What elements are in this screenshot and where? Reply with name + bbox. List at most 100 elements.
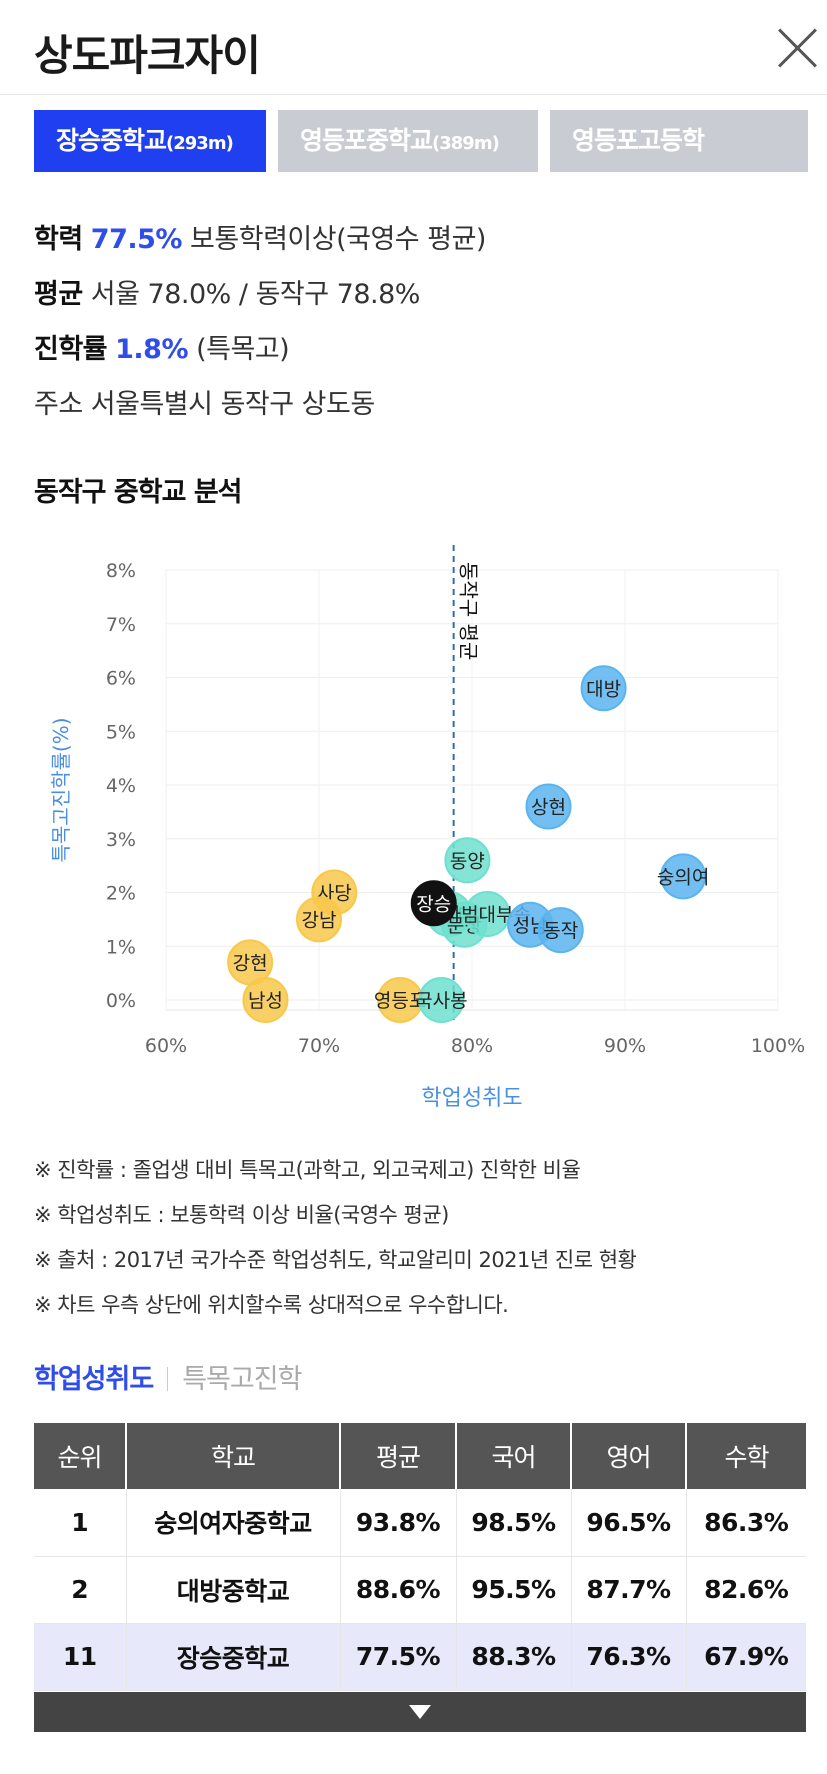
tab-school-2[interactable]: 영등포중학교(389m) <box>278 110 538 172</box>
col-korean: 국어 <box>456 1423 572 1489</box>
tab-school-name: 영등포중학교 <box>300 126 433 155</box>
header: 상도파크자이 <box>0 0 827 95</box>
data-point-label: 상현 <box>531 797 566 819</box>
col-school: 학교 <box>126 1423 341 1489</box>
cell-math: 82.6% <box>686 1556 806 1624</box>
table-row: 2 대방중학교 88.6% 95.5% 87.7% 82.6% <box>34 1556 806 1624</box>
advance-label: 진학률 <box>34 334 108 365</box>
tab-school-distance: (389m) <box>432 133 500 154</box>
y-tick-label: 1% <box>106 936 136 958</box>
table-row: 1 숭의여자중학교 93.8% 98.5% 96.5% 86.3% <box>34 1489 806 1557</box>
note-item: ※ 출처 : 2017년 국가수준 학업성취도, 학교알리미 2021년 진로 … <box>34 1248 637 1272</box>
col-average: 평균 <box>340 1423 457 1489</box>
cell-average: 93.8% <box>340 1489 457 1557</box>
school-tabs: 장승중학교(293m) 영등포중학교(389m) 영등포고등학 <box>34 110 808 172</box>
data-point-label: 숭의여 <box>657 866 709 888</box>
data-point-label: 영등포 <box>374 990 426 1012</box>
tab-school-name: 영등포고등학 <box>572 126 705 155</box>
ranking-table: 순위 학교 평균 국어 영어 수학 1 숭의여자중학교 93.8% 98.5% … <box>34 1423 806 1691</box>
expand-down-icon[interactable] <box>34 1692 806 1732</box>
data-point-label: 남성 <box>248 990 283 1012</box>
tab-divider <box>167 1367 169 1391</box>
x-tick-label: 60% <box>145 1035 187 1057</box>
advance-value: 1.8% <box>115 334 189 365</box>
address-label: 주소 <box>34 389 83 420</box>
data-point <box>537 907 584 954</box>
note-item: ※ 학업성취도 : 보통학력 이상 비율(국영수 평균) <box>34 1203 449 1227</box>
col-english: 영어 <box>571 1423 687 1489</box>
chart-svg: 0% 1% 2% 3% 4% 5% 6% 7% 8% 60% 70% 80% 90% 100% 학업성취도 특… <box>49 545 805 1111</box>
data-point-label: 강남 <box>302 909 337 931</box>
cell-school: 대방중학교 <box>126 1556 341 1624</box>
x-tick-label: 100% <box>751 1035 805 1057</box>
average-info: 평균 서울 78.0% / 동작구 78.8% <box>34 272 420 311</box>
note-item: ※ 진학률 : 졸업생 대비 특목고(과학고, 외고국제고) 진학한 비율 <box>34 1158 581 1182</box>
address-text: 서울특별시 동작구 상도동 <box>90 389 375 420</box>
scatter-chart: 0% 1% 2% 3% 4% 5% 6% 7% 8% 60% 70% 80% 90% 100% 학업성취도 특… <box>30 530 810 1120</box>
data-point <box>242 977 289 1023</box>
tab-school-name: 장승중학교 <box>56 126 167 155</box>
academic-desc: 보통학력이상(국영수 평균) <box>190 224 486 255</box>
close-icon[interactable] <box>776 26 820 70</box>
notes: ※ 진학률 : 졸업생 대비 특목고(과학고, 외고국제고) 진학한 비율 ※ … <box>34 1148 637 1328</box>
x-tick-label: 90% <box>604 1035 646 1057</box>
y-tick-label: 4% <box>106 775 136 797</box>
cell-english: 87.7% <box>571 1556 687 1624</box>
cell-korean: 95.5% <box>456 1556 572 1624</box>
cell-math: 67.9% <box>686 1623 806 1691</box>
data-point <box>580 665 627 712</box>
cell-english: 96.5% <box>571 1489 687 1557</box>
data-point-label: 대방 <box>586 678 621 700</box>
y-tick-label: 7% <box>106 614 136 636</box>
cell-average: 77.5% <box>340 1623 457 1691</box>
data-point <box>444 837 491 884</box>
academic-label: 학력 <box>34 224 83 255</box>
x-axis-label: 학업성취도 <box>421 1086 522 1111</box>
section-title: 동작구 중학교 분석 <box>34 477 243 508</box>
tab-school-distance: (293m) <box>166 133 234 154</box>
x-tick-label: 80% <box>451 1035 493 1057</box>
table-row-highlighted: 11 장승중학교 77.5% 88.3% 76.3% 67.9% <box>34 1623 806 1691</box>
data-point <box>525 783 572 830</box>
advance-info: 진학률 1.8% (특목고) <box>34 327 290 366</box>
page-title: 상도파크자이 <box>34 31 261 80</box>
average-label: 평균 <box>34 279 83 310</box>
cell-rank: 11 <box>34 1623 127 1691</box>
col-rank: 순위 <box>34 1423 127 1489</box>
tab-school-1[interactable]: 장승중학교(293m) <box>34 110 266 172</box>
cell-english: 76.3% <box>571 1623 687 1691</box>
table-header-row: 순위 학교 평균 국어 영어 수학 <box>34 1423 806 1489</box>
cell-math: 86.3% <box>686 1489 806 1557</box>
y-axis-label: 특목고진학률(%) <box>49 717 73 862</box>
y-tick-label: 6% <box>106 668 136 690</box>
academic-info: 학력 77.5% 보통학력이상(국영수 평균) <box>34 217 486 256</box>
x-tick-label: 70% <box>298 1035 340 1057</box>
tab-special-school[interactable]: 특목고진학 <box>182 1364 302 1395</box>
data-point <box>296 896 342 943</box>
ranking-tabs: 학업성취도 특목고진학 <box>34 1357 302 1396</box>
cell-rank: 2 <box>34 1556 127 1624</box>
data-point <box>410 880 457 927</box>
cell-korean: 98.5% <box>456 1489 572 1557</box>
cell-school: 숭의여자중학교 <box>126 1489 341 1557</box>
y-tick-label: 3% <box>106 829 136 851</box>
data-point-label: 동양 <box>450 850 485 872</box>
y-tick-label: 5% <box>106 721 136 743</box>
cell-average: 88.6% <box>340 1556 457 1624</box>
cell-school: 장승중학교 <box>126 1623 341 1691</box>
data-point-label: 동작 <box>543 920 578 942</box>
academic-value: 77.5% <box>90 224 183 255</box>
data-point <box>660 853 707 900</box>
data-point <box>464 891 511 937</box>
cell-rank: 1 <box>34 1489 127 1557</box>
data-point <box>418 977 465 1023</box>
y-tick-label: 0% <box>106 990 136 1012</box>
address-info: 주소 서울특별시 동작구 상도동 <box>34 382 375 421</box>
data-point-label: 강현 <box>233 952 268 974</box>
y-tick-label: 8% <box>106 560 136 582</box>
col-math: 수학 <box>686 1423 806 1489</box>
data-point-label: 국사봉 <box>415 990 467 1012</box>
cell-korean: 88.3% <box>456 1623 572 1691</box>
tab-academic[interactable]: 학업성취도 <box>34 1364 154 1395</box>
tab-school-3[interactable]: 영등포고등학 <box>550 110 808 172</box>
